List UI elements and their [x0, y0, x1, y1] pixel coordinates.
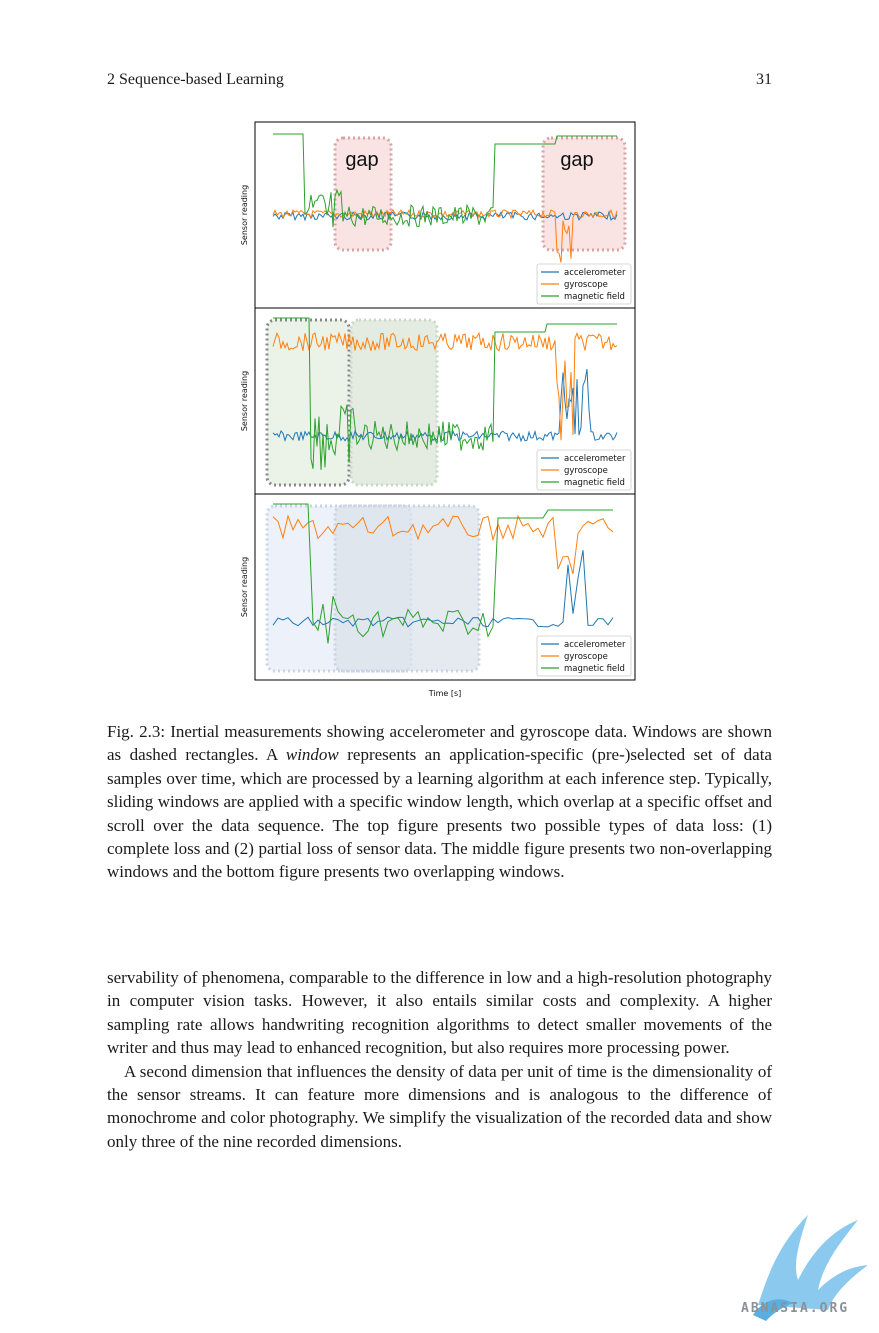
panel-3: Sensor reading accelerometer gyroscope magn…	[240, 493, 636, 681]
caption-label: Fig. 2.3:	[107, 722, 166, 741]
series-line-magnetic-field	[273, 133, 617, 228]
window-region	[333, 504, 481, 673]
legend-entry: gyroscope	[564, 280, 608, 290]
series-line-magnetic-field	[273, 503, 613, 644]
sensor-chart-svg: gap gap Sensor reading accelerometer gyrosco…	[240, 121, 636, 698]
body-text: servability of phenomena, comparable to …	[107, 966, 772, 1153]
legend-entry: magnetic field	[564, 292, 625, 302]
legend-box	[536, 635, 632, 677]
legend-box	[536, 449, 632, 491]
section-title: 2 Sequence-based Learning	[107, 71, 284, 88]
figure-caption: Fig. 2.3: Inertial measurements showing …	[107, 720, 772, 884]
series-line-accelerometer	[272, 210, 618, 222]
caption-text-1: Inertial measurements showing accelerome…	[107, 722, 772, 765]
watermark-text: ABNASIA.ORG	[741, 1301, 850, 1316]
series-line-gyroscope	[272, 331, 618, 441]
running-header: 2 Sequence-based Learning 31	[107, 70, 772, 90]
caption-text-2: represents an application-specific (pre-…	[107, 745, 772, 882]
y-axis-label: Sensor reading	[240, 185, 249, 245]
legend-entry: accelerometer	[564, 268, 626, 278]
series-line-gyroscope	[272, 208, 618, 263]
gap-label: gap	[560, 149, 593, 171]
legend-entry: accelerometer	[564, 454, 626, 464]
legend-entry: magnetic field	[564, 664, 625, 674]
sensor-figure: gap gap Sensor reading accelerometer gyrosco…	[230, 115, 650, 705]
caption-emphasis: window	[285, 745, 339, 765]
legend-entry: magnetic field	[564, 478, 625, 488]
legend-box	[536, 263, 632, 305]
gap-label: gap	[345, 149, 378, 171]
series-line-accelerometer	[272, 550, 614, 628]
y-axis-label: Sensor reading	[240, 557, 249, 617]
paragraph-1: servability of phenomena, comparable to …	[107, 968, 772, 1058]
x-axis-label: Time [s]	[428, 689, 462, 698]
legend-entry: gyroscope	[564, 652, 608, 662]
series-line-gyroscope	[272, 514, 614, 574]
legend-entry: gyroscope	[564, 466, 608, 476]
legend-entry: accelerometer	[564, 640, 626, 650]
series-line-magnetic-field	[273, 317, 617, 470]
watermark-logo-icon	[753, 1215, 868, 1321]
panel-2: Sensor reading accelerometer gyroscope magn…	[240, 307, 636, 495]
y-axis-label: Sensor reading	[240, 371, 249, 431]
page-number: 31	[756, 71, 772, 88]
panel-1: gap gap Sensor reading accelerometer gyrosco…	[240, 121, 636, 309]
paragraph-2: A second dimension that influences the d…	[107, 1061, 772, 1151]
gap-region	[333, 136, 393, 252]
